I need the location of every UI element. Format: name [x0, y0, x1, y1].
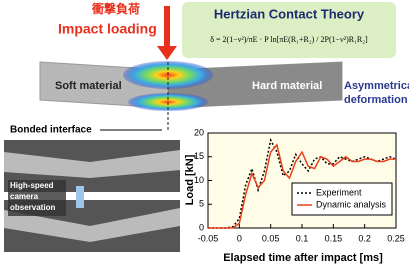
- label-jp: 衝撃負荷: [91, 1, 140, 16]
- camera-label: observation: [10, 203, 55, 212]
- theory-title: Hertzian Contact Theory: [214, 6, 365, 21]
- x-axis-title: Elapsed time after impact [ms]: [223, 252, 383, 264]
- y-tick-label: 20: [194, 127, 204, 137]
- x-tick-label: 0.1: [296, 233, 309, 243]
- asym-label: Asymmetrical: [344, 80, 409, 92]
- figure: Hertzian Contact Theory δ = 2(1−ν²)/πE ·…: [0, 0, 409, 266]
- x-tick-label: 0.25: [387, 233, 405, 243]
- impact-arrow-head: [157, 46, 177, 60]
- camera-label: camera: [10, 192, 39, 201]
- legend: Experiment Dynamic analysis: [292, 183, 392, 215]
- y-tick-label: 0: [199, 222, 204, 232]
- formula: δ = 2(1−ν²)/πE · P ln[πE(R₁+R₂) / 2P(1−ν…: [210, 35, 368, 44]
- soft-label: Soft material: [55, 80, 122, 92]
- hard-label: Hard material: [252, 80, 322, 92]
- x-tick-label: 0: [237, 233, 242, 243]
- y-tick-label: 15: [194, 151, 204, 161]
- x-tick-label: 0.05: [262, 233, 280, 243]
- bonded-label: Bonded interface: [10, 125, 92, 136]
- x-tick-label: 0.2: [358, 233, 371, 243]
- y-tick-label: 5: [199, 199, 204, 209]
- x-tick-label: 0.15: [325, 233, 343, 243]
- y-tick-label: 10: [194, 175, 204, 185]
- legend-label: Dynamic analysis: [316, 199, 387, 209]
- label-impact: Impact loading: [58, 21, 157, 37]
- asym-label: deformation: [344, 94, 408, 106]
- camera-label: High-speed: [10, 181, 54, 190]
- x-tick-label: -0.05: [198, 233, 219, 243]
- legend-label: Experiment: [316, 187, 362, 197]
